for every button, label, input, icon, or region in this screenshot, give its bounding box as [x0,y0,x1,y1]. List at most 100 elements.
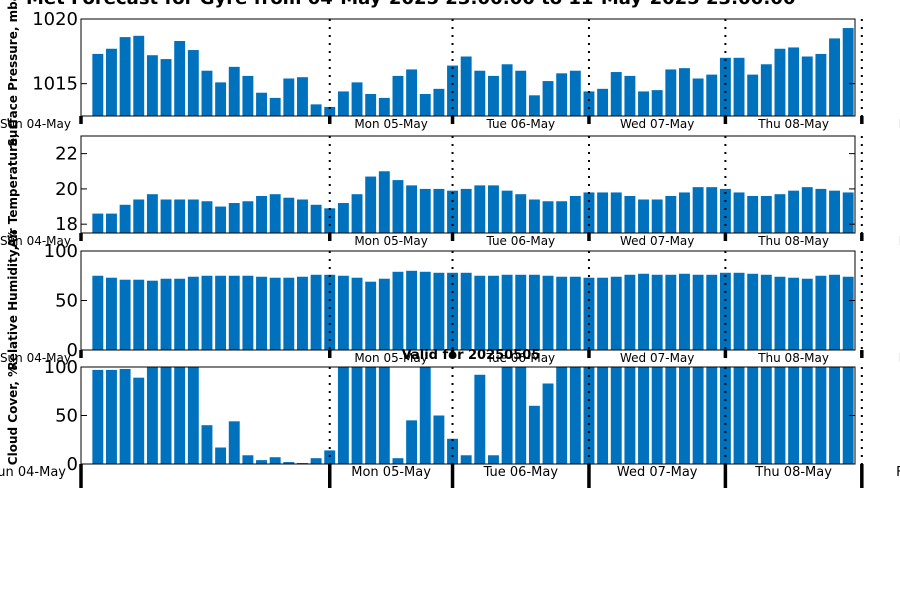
bar [283,78,295,116]
bar [447,272,458,350]
bar [706,187,718,233]
y-axis-label: Air Temperature, C [6,120,20,248]
bar [160,59,172,116]
x-tick-label: Sun 04-May [0,234,71,248]
bar [515,70,527,116]
bar [215,275,227,350]
bar [378,171,390,233]
bar [488,75,499,116]
y-tick-label: 22 [55,144,78,165]
bar [528,95,540,116]
bar [528,199,540,233]
bar [160,367,172,464]
bar [638,367,649,464]
bar [610,192,622,233]
chart-panel-4: 0 50 100 Cloud Cover, %Sun 04-May Mon 05-May… [0,357,900,488]
bar [556,73,568,116]
bar [842,276,854,350]
bar [106,277,117,350]
bar [378,278,390,350]
bar [133,199,145,233]
bar [146,194,158,233]
bar [433,272,445,350]
bar [460,56,472,116]
bar [283,462,295,464]
bar [228,275,240,350]
bar [665,69,677,116]
bar [842,367,854,464]
bar [815,53,827,116]
bar [119,368,131,464]
bar [515,194,527,233]
bar [706,274,718,350]
x-tick-label: Tue 06-May [483,465,559,480]
bar [337,91,349,116]
y-tick-label: 100 [44,357,78,378]
axes-frame [80,18,856,117]
bar [815,188,827,233]
bar [719,57,731,116]
bar [597,367,609,464]
x-tick-label: Thu 08-May [757,234,829,248]
bar [297,199,308,233]
bar [665,195,677,233]
bar [351,367,363,464]
bar [597,277,609,350]
x-tick-label: Mon 05-May [354,351,428,365]
bar [624,195,636,233]
bar [474,275,486,350]
y-tick-label: 1015 [32,74,78,95]
bar [187,199,199,233]
bar [201,425,213,464]
bar [501,64,513,116]
x-tick-label: Wed 07-May [617,465,698,480]
bar [747,367,759,464]
bar [638,199,649,233]
bar [842,192,854,233]
bar [515,367,527,464]
valid-date-annotation: Valid for 20250505 [402,348,541,363]
bar [201,70,213,116]
bar [146,367,158,464]
bar [283,197,295,233]
chart-title: Met Forecast for Gyre from 04-May-2025 2… [26,0,795,9]
bar [569,195,581,233]
x-tick-label: Wed 07-May [620,117,694,131]
bar [474,185,486,233]
bar [610,276,622,350]
bar [788,190,800,233]
bar [256,460,267,464]
bar [378,97,390,116]
bar [406,420,418,464]
bar [542,81,554,116]
x-tick-label: Fri 09-May [899,117,900,131]
x-tick-label: Wed 07-May [620,351,694,365]
bar [324,274,336,350]
bar [747,195,759,233]
y-tick-label: 1020 [32,9,78,30]
bar [406,69,418,116]
bar [146,280,158,350]
bar [269,457,281,464]
bar [801,187,813,233]
bar [419,94,431,116]
bar [760,367,772,464]
bar [651,90,663,116]
bar [106,48,117,116]
x-tick-label: Wed 07-May [620,234,694,248]
bar [92,275,104,350]
bar [283,277,295,350]
bar [392,75,404,116]
y-tick-label: 20 [55,179,78,200]
bar [242,275,254,350]
bar [187,50,199,116]
bar [269,194,281,233]
y-axis-label: Relative Humidity, % [6,230,20,371]
bar [747,74,759,116]
bar [774,194,786,233]
bar [433,188,445,233]
bar [337,275,349,350]
